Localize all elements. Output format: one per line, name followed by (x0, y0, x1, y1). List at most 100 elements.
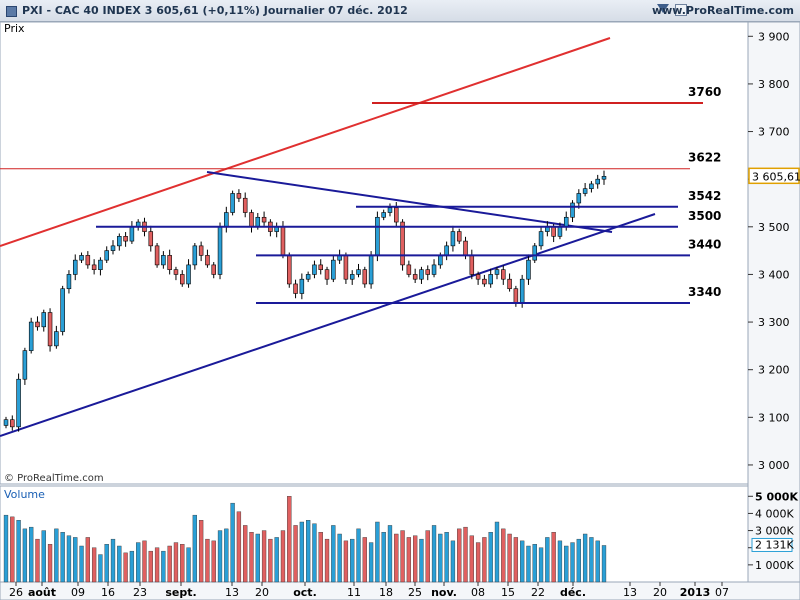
volume-bar (501, 528, 506, 583)
volume-tick-label: 5 000K (755, 490, 798, 503)
candle (236, 189, 242, 203)
copyright-label: © ProRealTime.com (4, 473, 104, 484)
level-label: 3542 (688, 189, 721, 203)
level-3500[interactable]: 3500 (96, 209, 721, 228)
candle (331, 255, 336, 283)
candle (54, 325, 59, 349)
volume-bar (557, 540, 563, 583)
candle (35, 316, 40, 331)
price-tick-label: 3 400 (758, 268, 790, 281)
volume-bar (601, 545, 607, 583)
candle (356, 263, 361, 278)
level-3542[interactable]: 3542 (356, 189, 721, 208)
volume-bar (350, 538, 355, 583)
volume-bar (161, 550, 166, 583)
volume-bar (576, 538, 581, 583)
candle (362, 266, 368, 288)
candle (198, 241, 204, 262)
candle (526, 254, 531, 285)
minimize-icon[interactable] (675, 4, 687, 16)
volume-bar (243, 525, 248, 583)
price-axis-area (747, 21, 800, 583)
candle (538, 227, 544, 250)
volume-bar (236, 511, 242, 583)
trend-line-support[interactable] (0, 213, 656, 437)
time-tick-label: 26 (9, 586, 23, 599)
current-price-label: 3 605,61 (752, 170, 800, 183)
candle (501, 265, 506, 285)
volume-panel-label: Volume (4, 488, 45, 501)
volume-bar (400, 530, 405, 583)
candle (507, 273, 512, 292)
time-tick-label: 09 (71, 586, 85, 599)
price-tick-label: 3 300 (758, 316, 790, 329)
trend-line-red[interactable] (0, 37, 611, 247)
volume-bar (406, 537, 412, 583)
candle (117, 233, 122, 251)
candle (205, 249, 210, 268)
candle (601, 170, 607, 185)
volume-bar (274, 537, 279, 583)
candle (293, 279, 298, 299)
candle (375, 211, 380, 262)
window-menu-icon[interactable] (6, 6, 17, 17)
candle (406, 260, 412, 278)
candle (312, 260, 317, 279)
volume-bar (280, 530, 286, 583)
candle (368, 251, 374, 289)
level-3622[interactable]: 3622 (0, 151, 721, 170)
volume-tick-label: 4 000K (755, 507, 794, 520)
volume-bar (154, 547, 160, 583)
volume-tick-label: 1 000K (755, 559, 794, 572)
volume-bar (570, 542, 575, 583)
time-tick-label: 11 (347, 586, 361, 599)
time-tick-label: 08 (471, 586, 485, 599)
price-tick-label: 3 700 (758, 126, 790, 139)
candle (589, 181, 594, 193)
time-tick-label: 20 (255, 586, 269, 599)
time-tick-label: 22 (531, 586, 545, 599)
candle (167, 249, 172, 275)
dropdown-arrow-icon[interactable] (657, 4, 669, 13)
volume-bar (494, 521, 500, 583)
volume-bar (54, 528, 59, 583)
level-3760[interactable]: 3760 (372, 85, 721, 104)
volume-bar (582, 533, 588, 583)
volume-bar (463, 526, 468, 583)
price-tick-label: 3 100 (758, 411, 790, 424)
volume-bar (142, 540, 147, 583)
candle (47, 308, 53, 352)
current-price-marker: 3 605,61 (748, 167, 800, 185)
time-tick-label: 18 (379, 586, 393, 599)
volume-bar (41, 530, 46, 583)
candle (72, 254, 78, 281)
candle (299, 273, 305, 300)
candle (85, 251, 91, 269)
candle (488, 268, 493, 288)
volume-bar (261, 530, 267, 583)
volume-bar (217, 530, 223, 583)
candle (381, 209, 386, 221)
price-tick-label: 3 800 (758, 78, 790, 91)
trend-line-resistance[interactable] (206, 171, 613, 233)
volume-bar (312, 523, 317, 583)
instrument-title: PXI - CAC 40 INDEX 3 605,61 (+0,11%) Jou… (22, 4, 408, 17)
volume-bar (595, 540, 600, 583)
level-3440[interactable]: 3440 (256, 237, 721, 257)
site-url[interactable]: www.ProRealTime.com (651, 4, 794, 17)
volume-bar (173, 542, 179, 583)
volume-bar (85, 537, 90, 583)
time-tick-label: nov. (431, 586, 457, 599)
volume-bar (538, 547, 544, 583)
level-3340[interactable]: 3340 (256, 285, 721, 305)
candle (60, 285, 65, 336)
candle (180, 270, 185, 287)
volume-bar (60, 532, 65, 583)
candle (211, 262, 216, 279)
candle (287, 252, 292, 288)
volume-bar (255, 533, 260, 583)
candle (10, 415, 15, 431)
volume-bar (482, 537, 487, 583)
candle (456, 228, 462, 244)
